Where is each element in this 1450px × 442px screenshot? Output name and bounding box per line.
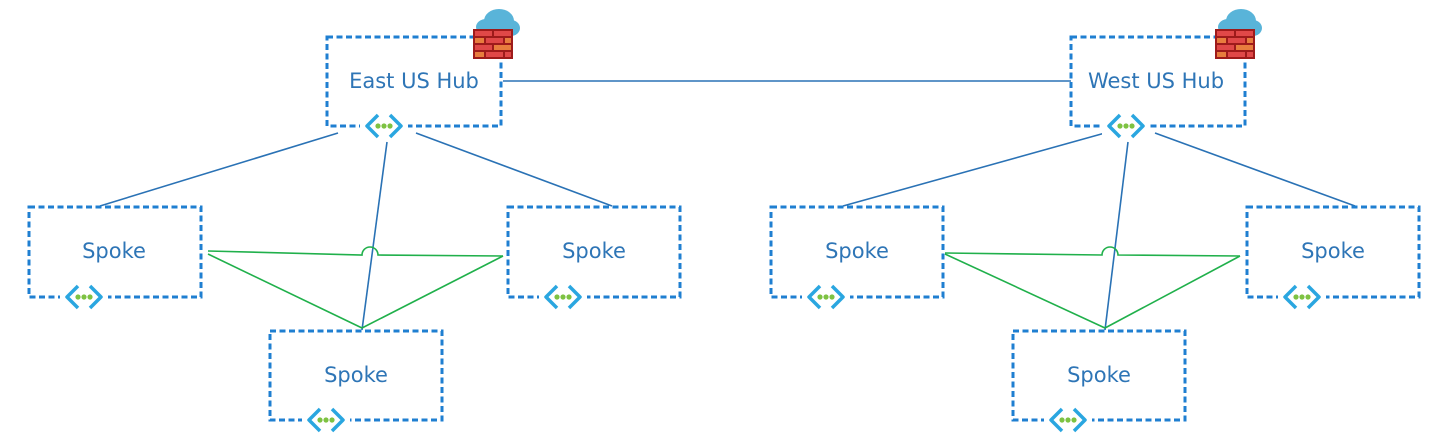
- virtual-network-icon: [60, 284, 108, 310]
- hub-label: West US Hub: [1088, 69, 1224, 93]
- spoke-label: Spoke: [1301, 239, 1365, 263]
- east-spoke-left-to-bottom-link: [207, 253, 363, 329]
- hub-label: East US Hub: [349, 69, 479, 93]
- west-spoke-left-to-bottom-link: [944, 253, 1106, 329]
- east-spoke-left-to-right-link: [207, 246, 504, 257]
- spoke-box: [268, 329, 444, 422]
- spoke-box: [1011, 329, 1187, 422]
- virtual-network-icon: [302, 407, 350, 433]
- east-hub-node: East US Hub: [325, 9, 520, 139]
- west-hub-to-spoke-right-link: [1154, 132, 1356, 207]
- west-spoke-bottom-node: Spoke: [1011, 329, 1187, 433]
- east-hub-to-spoke-left-link: [99, 132, 339, 207]
- hub-box: [325, 35, 503, 128]
- spoke-label: Spoke: [82, 239, 146, 263]
- east-hub-to-spoke-right-link: [415, 132, 613, 207]
- virtual-network-icon: [802, 284, 850, 310]
- spoke-label: Spoke: [1067, 363, 1131, 387]
- west-spoke-right-node: Spoke: [1245, 205, 1421, 310]
- virtual-network-icon: [539, 284, 587, 310]
- west-hub-node: West US Hub: [1069, 9, 1262, 139]
- spoke-box: [27, 205, 203, 299]
- spoke-label: Spoke: [324, 363, 388, 387]
- west-spoke-right-to-bottom-link: [1104, 255, 1241, 329]
- east-spoke-bottom-node: Spoke: [268, 329, 444, 433]
- spoke-box: [769, 205, 945, 299]
- west-spoke-left-node: Spoke: [769, 205, 945, 310]
- west-spoke-left-to-right-link: [944, 246, 1241, 257]
- east-links: [99, 132, 613, 331]
- east-spoke-right-to-bottom-link: [361, 255, 504, 329]
- spoke-box: [1245, 205, 1421, 299]
- firewall-cloud-icon: [1215, 9, 1262, 59]
- virtual-network-icon: [1278, 284, 1326, 310]
- west-hub-to-spoke-bottom-link: [1104, 141, 1129, 331]
- spoke-label: Spoke: [825, 239, 889, 263]
- west-links: [842, 132, 1356, 331]
- virtual-network-icon: [1102, 113, 1150, 139]
- spoke-label: Spoke: [562, 239, 626, 263]
- east-spoke-right-node: Spoke: [506, 205, 682, 310]
- west-hub-to-spoke-left-link: [842, 132, 1106, 207]
- firewall-cloud-icon: [473, 9, 520, 59]
- spoke-box: [506, 205, 682, 299]
- virtual-network-icon: [360, 113, 408, 139]
- virtual-network-icon: [1044, 407, 1092, 433]
- east-hub-to-spoke-bottom-link: [361, 141, 388, 331]
- east-spoke-left-node: Spoke: [27, 205, 203, 310]
